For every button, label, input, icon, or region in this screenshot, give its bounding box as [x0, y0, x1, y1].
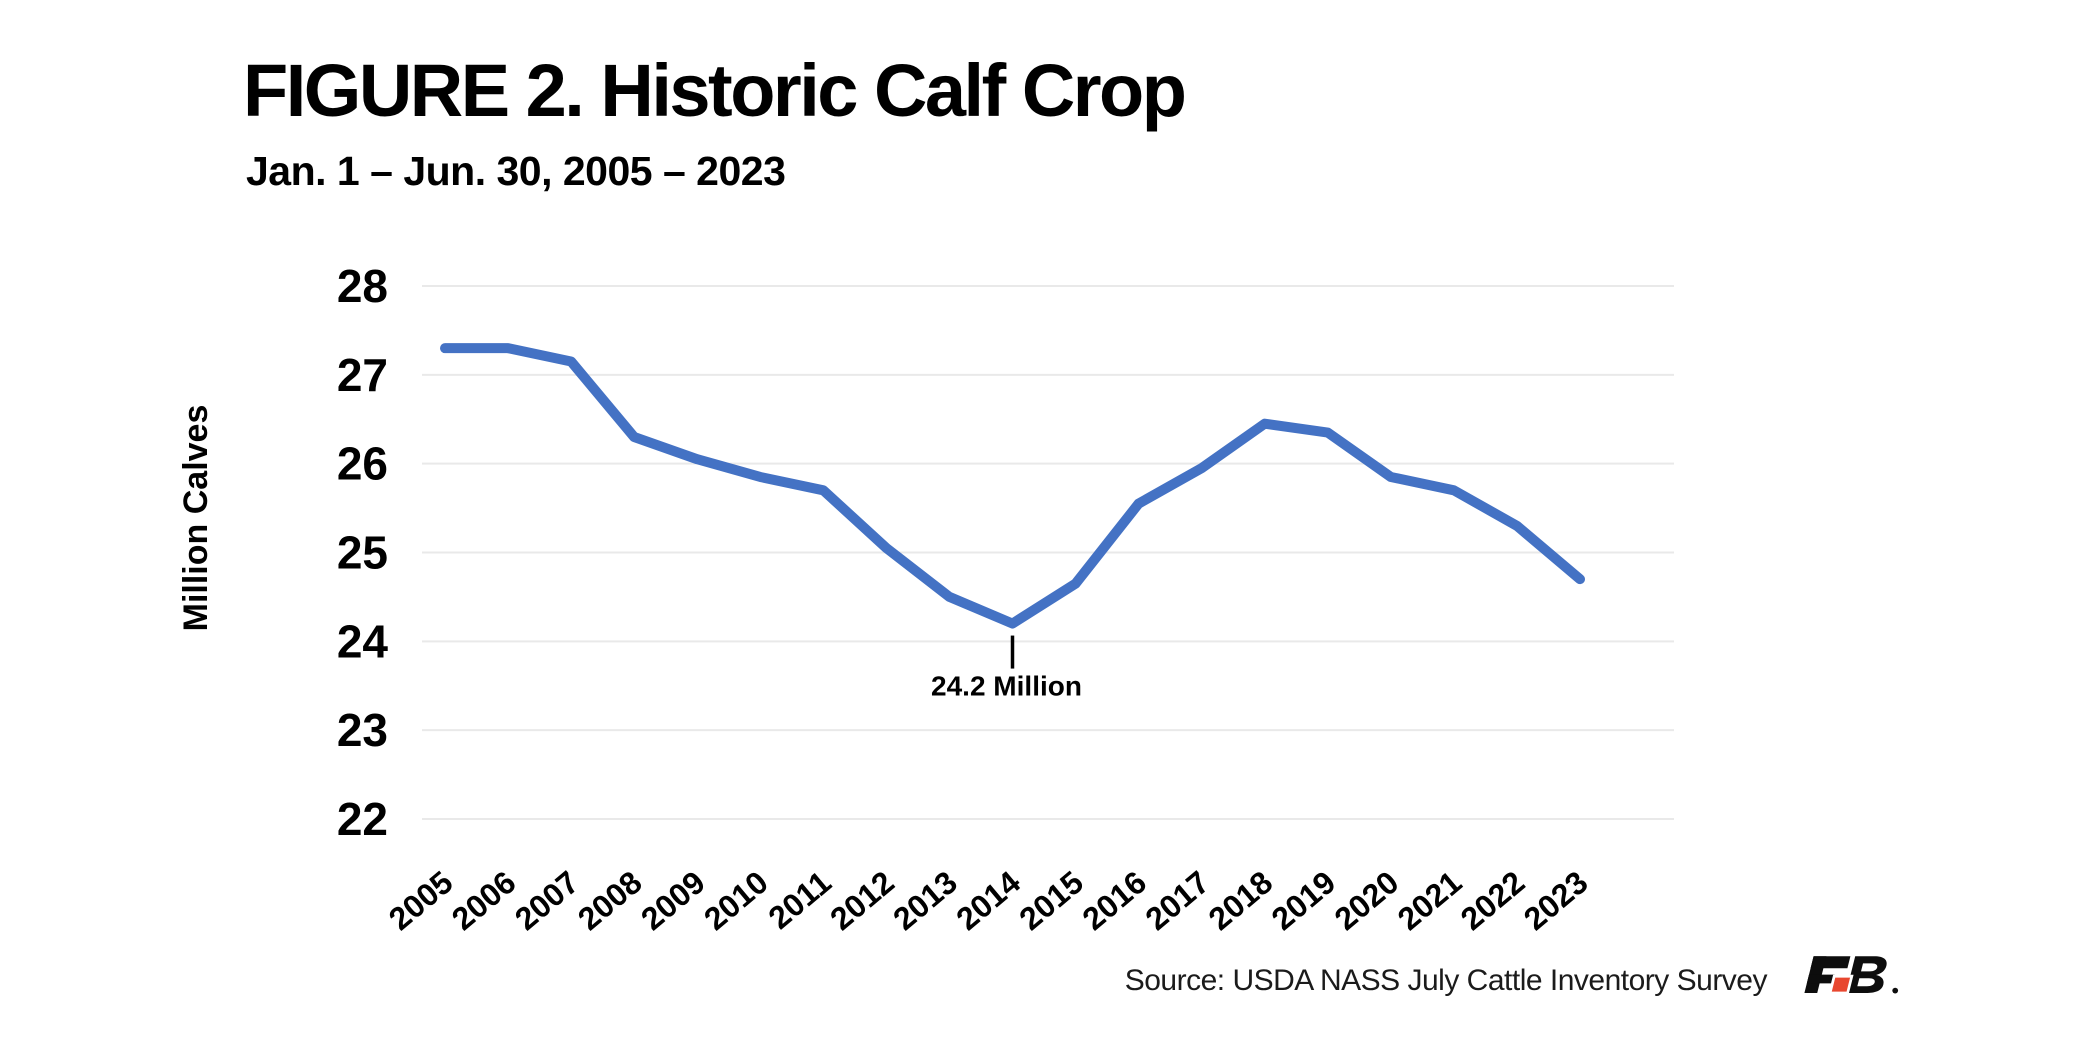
y-tick-label-23: 23 — [337, 704, 388, 756]
y-tick-label-25: 25 — [337, 527, 388, 579]
x-tick-label-2015: 2015 — [1012, 864, 1090, 937]
x-tick-label-2006: 2006 — [445, 864, 523, 937]
x-tick-label-2016: 2016 — [1075, 864, 1153, 937]
x-tick-label-2009: 2009 — [634, 864, 712, 937]
fb-logo-period — [1892, 987, 1899, 994]
x-tick-label-2020: 2020 — [1328, 864, 1406, 937]
y-tick-label-28: 28 — [337, 260, 388, 312]
fb-logo-letter-f — [1804, 956, 1851, 993]
annotation-label: 24.2 Million — [931, 671, 1082, 702]
x-tick-label-2005: 2005 — [382, 864, 460, 937]
calf-crop-series-line — [440, 343, 1585, 629]
x-tick-label-2010: 2010 — [697, 864, 775, 937]
y-tick-label-22: 22 — [337, 793, 388, 845]
x-tick-label-2014: 2014 — [949, 864, 1027, 937]
x-tick-label-2008: 2008 — [571, 864, 649, 937]
farm-bureau-logo — [1804, 956, 1899, 995]
x-tick-label-2023: 2023 — [1517, 864, 1595, 937]
x-tick-label-2017: 2017 — [1138, 864, 1216, 937]
x-tick-label-2022: 2022 — [1454, 864, 1532, 937]
x-tick-label-2021: 2021 — [1391, 864, 1469, 937]
fb-logo-letter-b — [1846, 956, 1887, 993]
x-tick-label-2011: 2011 — [762, 864, 838, 936]
x-tick-label-2007: 2007 — [508, 864, 586, 937]
y-axis-title: Million Calves — [177, 405, 215, 632]
figure-subtitle: Jan. 1 – Jun. 30, 2005 – 2023 — [246, 148, 786, 194]
y-tick-label-27: 27 — [337, 349, 388, 401]
fb-logo-red-diamond — [1828, 974, 1854, 995]
source-row: Source: USDA NASS July Cattle Inventory … — [1124, 964, 1768, 998]
x-tick-label-2018: 2018 — [1202, 864, 1280, 937]
figure-title: FIGURE 2. Historic Calf Crop — [243, 49, 1187, 132]
y-tick-label-24: 24 — [337, 615, 389, 667]
x-tick-label-2013: 2013 — [886, 864, 964, 937]
x-tick-label-2012: 2012 — [823, 864, 901, 937]
x-tick-label-2019: 2019 — [1265, 864, 1343, 937]
y-tick-label-26: 26 — [337, 438, 388, 490]
source-text: Source: USDA NASS July Cattle Inventory … — [1124, 964, 1768, 997]
